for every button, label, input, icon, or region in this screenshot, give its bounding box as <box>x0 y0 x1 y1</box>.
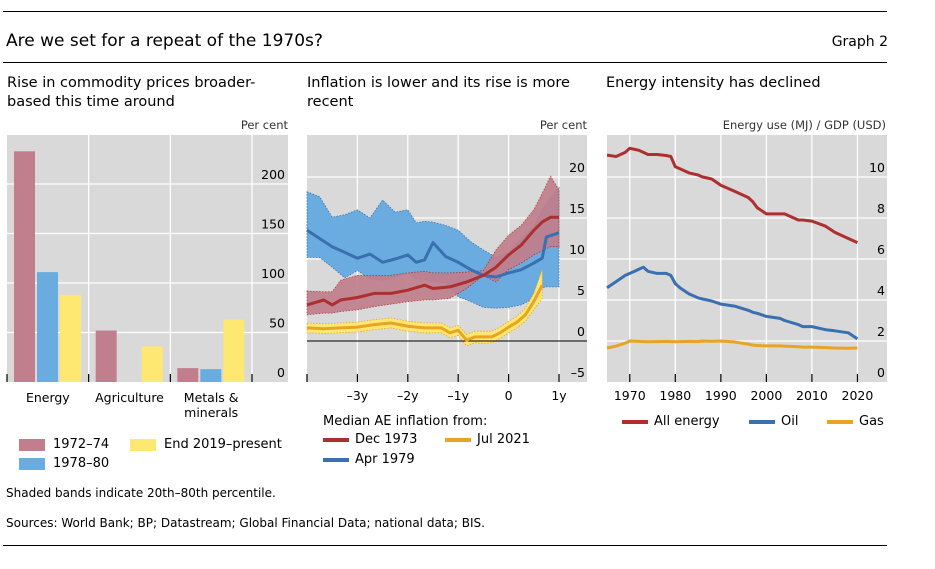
y-tick-label: –5 <box>571 365 585 380</box>
panel-1-title-line-2: based this time around <box>7 94 175 110</box>
bottom-rule <box>3 545 887 546</box>
x-tick-label: 1990 <box>705 388 737 403</box>
legend-swatch-blue <box>19 457 45 470</box>
bar-energy-1978-80 <box>37 272 58 382</box>
legend-item-apr-1979: Apr 1979 <box>323 452 415 467</box>
legend-line-red <box>622 419 648 424</box>
y-tick-label: 200 <box>261 167 285 182</box>
panel-3-title-line-1: Energy intensity has declined <box>606 75 821 91</box>
bar-metals-minerals-1978-80 <box>200 369 222 382</box>
graph-number: Graph 2 <box>831 34 888 50</box>
legend-line-orange <box>445 437 471 442</box>
y-tick-label: 15 <box>569 201 585 216</box>
x-tick-label: 2000 <box>750 388 782 403</box>
panel-2-title: Inflation is lower and its rise is more … <box>307 74 570 112</box>
x-category-label: Metals & <box>184 390 239 405</box>
y-tick-label: 20 <box>569 160 585 175</box>
median-line-apr-1979 <box>306 229 560 279</box>
footnote: Shaded bands indicate 20th–80th percenti… <box>6 486 276 500</box>
y-tick-label: 5 <box>577 283 585 298</box>
panel-1-unit-label: Per cent <box>240 118 288 132</box>
series-line-all-energy <box>606 146 859 244</box>
y-tick-label: 0 <box>577 324 585 339</box>
x-tick-label: 2020 <box>842 388 874 403</box>
x-tick-label: 1980 <box>659 388 691 403</box>
title-rule <box>3 62 887 63</box>
top-rule <box>3 11 887 12</box>
median-line-jul-2021 <box>306 284 544 342</box>
panel-2-unit-label: Per cent <box>539 118 587 132</box>
panel-2-title-line-2: recent <box>307 94 354 110</box>
legend-line-orange <box>827 419 853 424</box>
y-tick-label: 4 <box>877 283 885 298</box>
legend-label: Gas <box>859 414 884 429</box>
legend-line-blue <box>323 457 349 462</box>
legend-item-1978-80: 1978–80 <box>19 456 109 471</box>
x-tick-label: 1970 <box>614 388 646 403</box>
y-tick-label: 50 <box>269 316 285 331</box>
legend-item-oil: Oil <box>749 414 798 429</box>
x-category-label: Energy <box>26 390 70 405</box>
legend-line-blue <box>749 419 775 424</box>
bar-energy-1972-74 <box>14 151 35 382</box>
x-tick-label: 2010 <box>796 388 828 403</box>
y-tick-label: 0 <box>877 365 885 380</box>
x-category-label: minerals <box>184 405 238 420</box>
legend-item-all-energy: All energy <box>622 414 720 429</box>
x-tick-label: –2y <box>397 388 419 403</box>
y-tick-label: 100 <box>261 266 285 281</box>
legend-label: Jul 2021 <box>477 432 530 447</box>
legend-label: 1978–80 <box>53 456 110 471</box>
panel-3-title: Energy intensity has declined <box>606 74 821 93</box>
x-tick-label: –1y <box>447 388 469 403</box>
panel-3-unit-label: Energy use (MJ) / GDP (USD) <box>722 118 886 132</box>
legend-item-jul-2021: Jul 2021 <box>445 432 530 447</box>
bar-metals-minerals-1972-74 <box>177 368 199 382</box>
bar-agriculture-1972-74 <box>95 330 117 382</box>
sources-note: Sources: World Bank; BP; Datastream; Glo… <box>6 516 485 530</box>
band-dec-1973 <box>306 175 560 316</box>
bar-agriculture-end-2019-present <box>141 346 163 382</box>
y-tick-label: 6 <box>877 242 885 257</box>
y-tick-label: 8 <box>877 201 885 216</box>
panel-2-title-line-1: Inflation is lower and its rise is more <box>307 75 570 91</box>
legend-item-1972-74: 1972–74 <box>19 437 109 452</box>
y-tick-label: 2 <box>877 324 885 339</box>
bar-metals-minerals-end-2019-present <box>223 319 245 382</box>
legend-line-red <box>323 437 349 442</box>
x-category-label: Agriculture <box>95 390 164 405</box>
legend-swatch-yellow <box>130 438 156 451</box>
page-title: Are we set for a repeat of the 1970s? <box>6 31 323 51</box>
x-tick-label: 0 <box>505 388 513 403</box>
energy-intensity-panel <box>606 135 887 382</box>
x-tick-label: 1y <box>551 388 567 403</box>
legend-label: 1972–74 <box>53 437 110 452</box>
bar-energy-end-2019-present <box>60 294 81 382</box>
legend-swatch-pink <box>19 438 45 451</box>
series-line-oil <box>606 265 859 341</box>
legend-item-gas: Gas <box>827 414 884 429</box>
inflation-chart-panel <box>306 135 587 382</box>
y-tick-label: 150 <box>261 217 285 232</box>
legend-label: All energy <box>654 414 720 429</box>
legend-label: End 2019–present <box>164 437 282 452</box>
x-tick-label: –3y <box>347 388 369 403</box>
series-line-gas <box>606 339 858 350</box>
panel-1-title-line-1: Rise in commodity prices broader- <box>7 75 256 91</box>
y-tick-label: 10 <box>869 160 885 175</box>
y-tick-label: 10 <box>569 242 585 257</box>
legend-item-end-2019-present: End 2019–present <box>130 437 282 452</box>
bar-chart-panel <box>6 135 288 382</box>
legend-item-dec-1973: Dec 1973 <box>323 432 417 447</box>
legend-title: Median AE inflation from: <box>323 414 488 429</box>
y-tick-label: 0 <box>277 365 285 380</box>
median-line-dec-1973 <box>306 215 559 307</box>
legend-label: Oil <box>781 414 799 429</box>
legend-label: Dec 1973 <box>355 432 418 447</box>
panel-1-title: Rise in commodity prices broader- based … <box>7 74 255 112</box>
legend-label: Apr 1979 <box>355 452 415 467</box>
